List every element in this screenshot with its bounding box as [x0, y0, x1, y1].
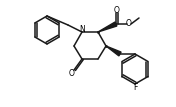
Text: N: N	[79, 25, 85, 33]
Polygon shape	[106, 46, 121, 56]
Text: O: O	[69, 70, 75, 79]
Text: O: O	[126, 19, 132, 27]
Text: F: F	[133, 83, 137, 92]
Polygon shape	[98, 22, 117, 32]
Text: O: O	[114, 5, 120, 15]
